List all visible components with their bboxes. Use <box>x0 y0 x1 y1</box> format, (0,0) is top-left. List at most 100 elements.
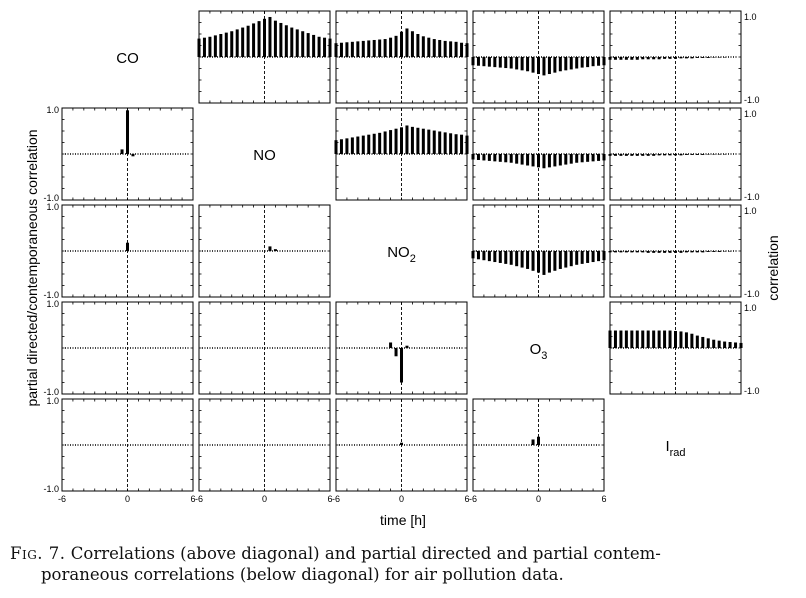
bar-r0-c2-lag8 <box>378 39 382 57</box>
panel-tick-marks <box>472 398 605 492</box>
bar-r0-c2-lag11 <box>394 35 398 57</box>
bar-r2-c3-lag7 <box>509 251 513 265</box>
bar-r0-c2-lag17 <box>427 37 431 57</box>
x-axis-label: time [h] <box>380 512 426 528</box>
bar-r1-c4-lag17 <box>701 154 705 155</box>
bar-r1-c3-lag7 <box>509 154 513 163</box>
bar-r2-c4-lag0 <box>608 251 612 253</box>
bar-r1-c2-lag1 <box>339 139 343 154</box>
bar-r0-c4-lag7 <box>646 57 650 60</box>
y-axis-label-right: correlation <box>765 235 781 300</box>
bar-r1-c3-lag24 <box>602 154 606 161</box>
bar-r3-c4-lag5 <box>635 330 639 348</box>
bar-r0-c2-lag9 <box>383 39 387 57</box>
x-tick-c2-2: 6 <box>464 494 469 504</box>
bar-r1-c2-lag4 <box>356 136 360 154</box>
upper-panel-r0-c3 <box>471 10 606 104</box>
bar-r0-c1-lag0 <box>197 38 201 57</box>
bar-r1-c2-lag21 <box>449 133 453 154</box>
bar-r0-c3-lag15 <box>553 57 557 73</box>
bar-r2-c3-lag10 <box>526 251 530 269</box>
x-tick-c2-1: 0 <box>399 494 404 504</box>
bar-r1-c4-lag11 <box>668 154 672 156</box>
bar-r2-c4-lag9 <box>657 251 661 253</box>
diag-label-main: NO <box>387 244 410 261</box>
bar-r3-c4-lag9 <box>657 330 661 348</box>
bar-r0-c4-lag14 <box>684 57 688 59</box>
bar-r2-c3-lag20 <box>580 251 584 264</box>
bar-r3-c4-lag4 <box>630 330 634 348</box>
y-tick-left-bottom-r4: -1.0 <box>43 484 59 494</box>
lower-panel-r4-c2 <box>335 398 468 492</box>
bar-r1-c3-lag1 <box>476 154 480 160</box>
diag-label-sub: 2 <box>410 253 416 265</box>
bar-r3-c2-lag10 <box>389 342 393 348</box>
bar-r0-c4-lag8 <box>652 57 656 60</box>
bar-r2-c4-lag12 <box>673 251 678 253</box>
bar-r1-c2-lag8 <box>378 132 382 154</box>
bar-r1-c3-lag4 <box>493 154 497 162</box>
bar-r2-c3-lag12 <box>536 251 541 273</box>
x-tick-c1-1: 0 <box>262 494 267 504</box>
bar-r1-c4-lag12 <box>673 154 678 156</box>
bar-r0-c3-lag3 <box>487 57 491 67</box>
bar-r1-c3-lag19 <box>575 154 579 163</box>
bar-r3-c2-lag12 <box>399 348 404 383</box>
bar-r0-c1-lag23 <box>323 37 327 57</box>
bar-r0-c2-lag16 <box>421 36 425 57</box>
bar-r1-c4-lag15 <box>690 154 694 155</box>
bar-r0-c3-lag10 <box>526 57 530 72</box>
x-tick-c3-0: -6 <box>469 494 477 504</box>
bar-r2-c4-lag13 <box>679 251 683 253</box>
bar-r2-c3-lag21 <box>586 251 590 263</box>
bar-r0-c1-lag21 <box>312 34 316 57</box>
bar-r1-c3-lag8 <box>515 154 519 164</box>
bar-r0-c3-lag16 <box>558 57 562 72</box>
upper-panel-r2-c4 <box>608 204 742 298</box>
x-tick-c3-2: 6 <box>601 494 606 504</box>
bar-r2-c1-lag13 <box>268 246 272 251</box>
bar-r2-c3-lag13 <box>542 251 546 275</box>
diag-label-sub: 3 <box>541 350 547 362</box>
bar-r0-c4-lag16 <box>695 57 699 58</box>
bar-r1-c2-lag15 <box>416 127 420 154</box>
bar-r3-c4-lag6 <box>641 330 645 348</box>
bar-r1-c2-lag3 <box>350 137 354 154</box>
bar-r0-c2-lag12 <box>399 31 404 57</box>
bar-r1-c2-lag5 <box>361 135 365 154</box>
bar-r2-c4-lag1 <box>613 251 617 253</box>
bar-r3-c4-lag11 <box>668 330 672 348</box>
lower-panel-r3-c0 <box>61 301 194 395</box>
x-tick-c0-2: 6 <box>190 494 195 504</box>
bar-r0-c3-lag22 <box>591 57 595 67</box>
bar-r1-c4-lag5 <box>635 154 639 156</box>
bar-r2-c3-lag0 <box>471 251 475 259</box>
x-tick-c1-0: -6 <box>195 494 203 504</box>
bar-r1-c4-lag6 <box>641 154 645 156</box>
bar-r3-c4-lag22 <box>728 342 732 348</box>
panel-tick-marks <box>335 398 468 492</box>
bar-r0-c4-lag1 <box>613 57 617 60</box>
bar-r1-c4-lag13 <box>679 154 683 156</box>
bar-r0-c3-lag21 <box>586 57 590 68</box>
bar-r4-c3-lag12 <box>536 436 541 445</box>
y-tick-right-bottom-r0: -1.0 <box>744 95 760 105</box>
x-tick-c0-1: 0 <box>125 494 130 504</box>
bar-r2-c4-lag6 <box>641 251 645 253</box>
diag-label-2: NO2 <box>387 244 416 265</box>
bar-r0-c4-lag4 <box>630 57 634 60</box>
bar-r4-c3-lag11 <box>531 439 535 445</box>
bar-r1-c4-lag2 <box>619 154 623 156</box>
bar-r2-c3-lag6 <box>504 251 508 264</box>
bar-r0-c3-lag19 <box>575 57 579 69</box>
bar-r0-c4-lag6 <box>641 57 645 60</box>
bar-r0-c2-lag3 <box>350 41 354 57</box>
y-tick-right-bottom-r1: -1.0 <box>744 192 760 202</box>
bar-r3-c2-lag13 <box>405 345 409 348</box>
bar-r3-c4-lag0 <box>608 330 612 348</box>
bar-r0-c1-lag12 <box>262 18 267 57</box>
bar-r3-c4-lag18 <box>706 338 710 348</box>
bar-r1-c2-lag12 <box>399 127 404 154</box>
bar-r0-c2-lag2 <box>345 42 349 57</box>
